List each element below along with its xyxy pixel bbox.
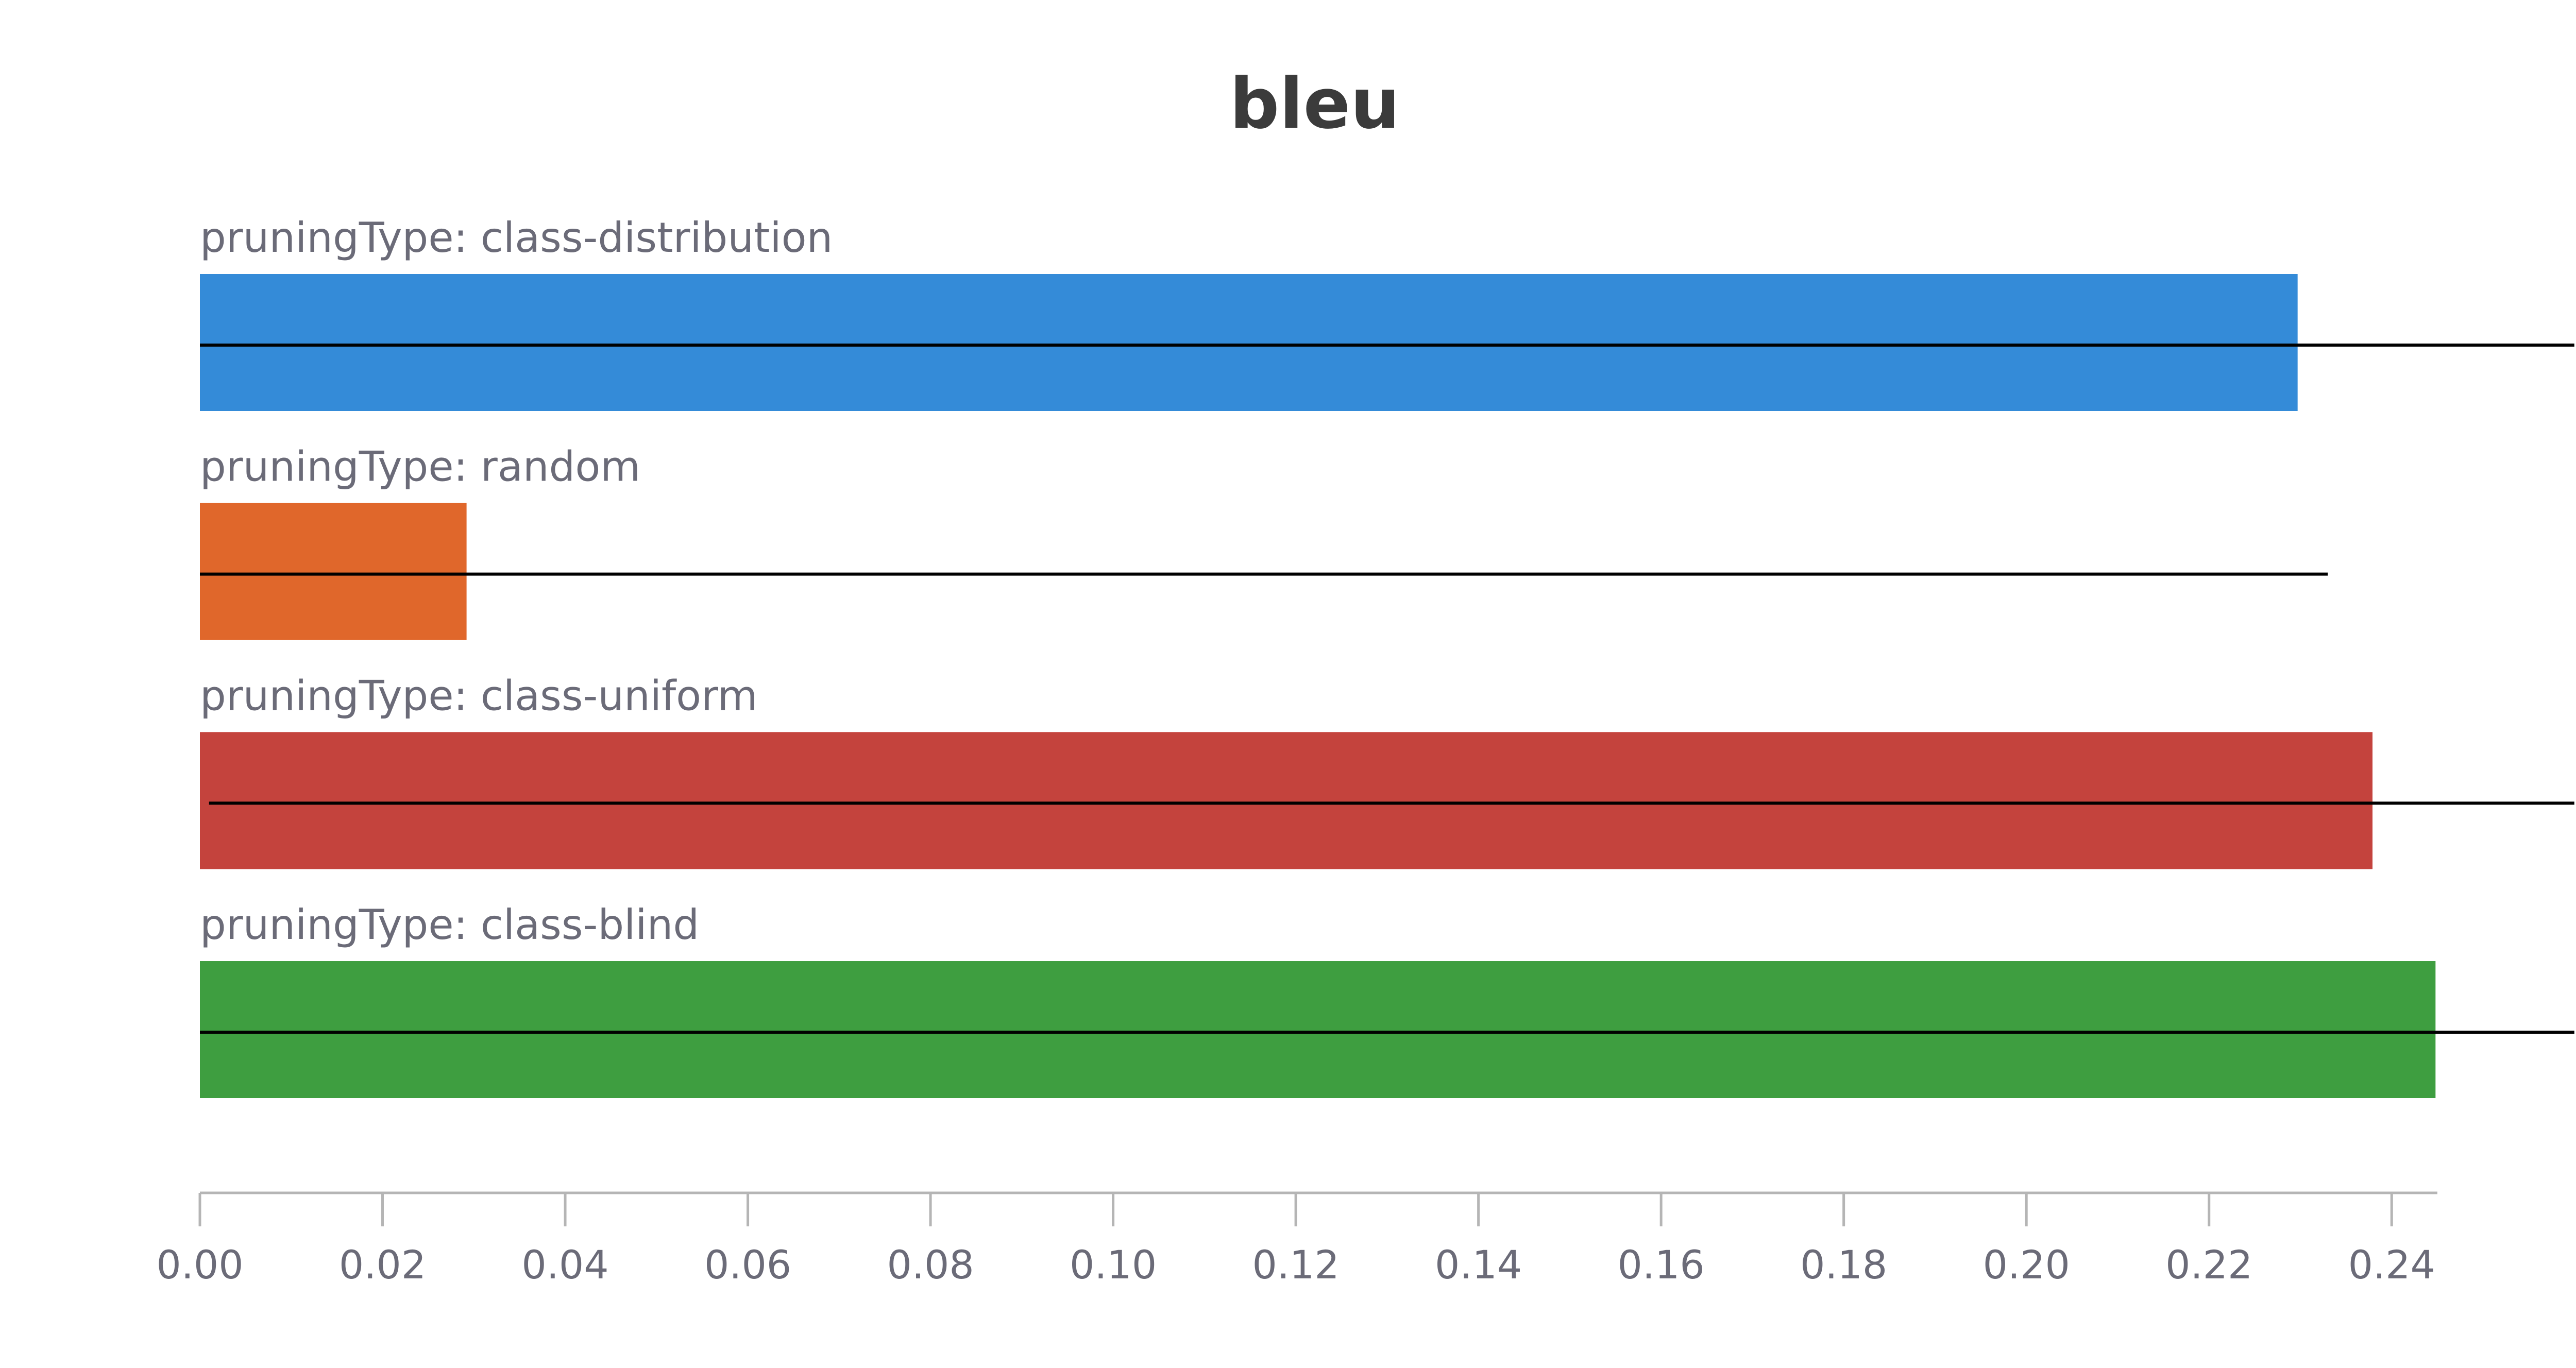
bar xyxy=(200,503,467,640)
x-tick-label: 0.04 xyxy=(521,1242,608,1288)
x-tick-label: 0.12 xyxy=(1252,1242,1340,1288)
x-tick-label: 0.18 xyxy=(1800,1242,1887,1288)
x-axis: 0.00 0.02 0.04 0.06 0.08 0.10 0.12 0.14 0.16 0.18… xyxy=(156,1191,2437,1288)
bar-label: pruningType: random xyxy=(200,443,640,491)
x-tick-label: 0.02 xyxy=(339,1242,426,1288)
x-tick-label: 0.08 xyxy=(887,1242,974,1288)
x-tick-label: 0.10 xyxy=(1070,1242,1157,1288)
bar xyxy=(200,274,2298,411)
bar xyxy=(200,732,2373,869)
bar xyxy=(200,961,2436,1099)
bar-label: pruningType: class-distribution xyxy=(200,214,833,262)
bars-layer: pruningType: class-distribution pruningTy… xyxy=(200,214,2574,1099)
x-tick-label: 0.24 xyxy=(2348,1242,2435,1288)
x-tick-label: 0.00 xyxy=(156,1242,243,1288)
x-tick-label: 0.20 xyxy=(1983,1242,2070,1288)
x-tick-label: 0.22 xyxy=(2165,1242,2252,1288)
x-tick-label: 0.14 xyxy=(1435,1242,1522,1288)
chart-title: bleu xyxy=(1230,63,1400,144)
x-tick-label: 0.06 xyxy=(704,1242,791,1288)
bar-label: pruningType: class-blind xyxy=(200,901,699,949)
x-tick-label: 0.16 xyxy=(1618,1242,1705,1288)
bar-label: pruningType: class-uniform xyxy=(200,672,758,720)
